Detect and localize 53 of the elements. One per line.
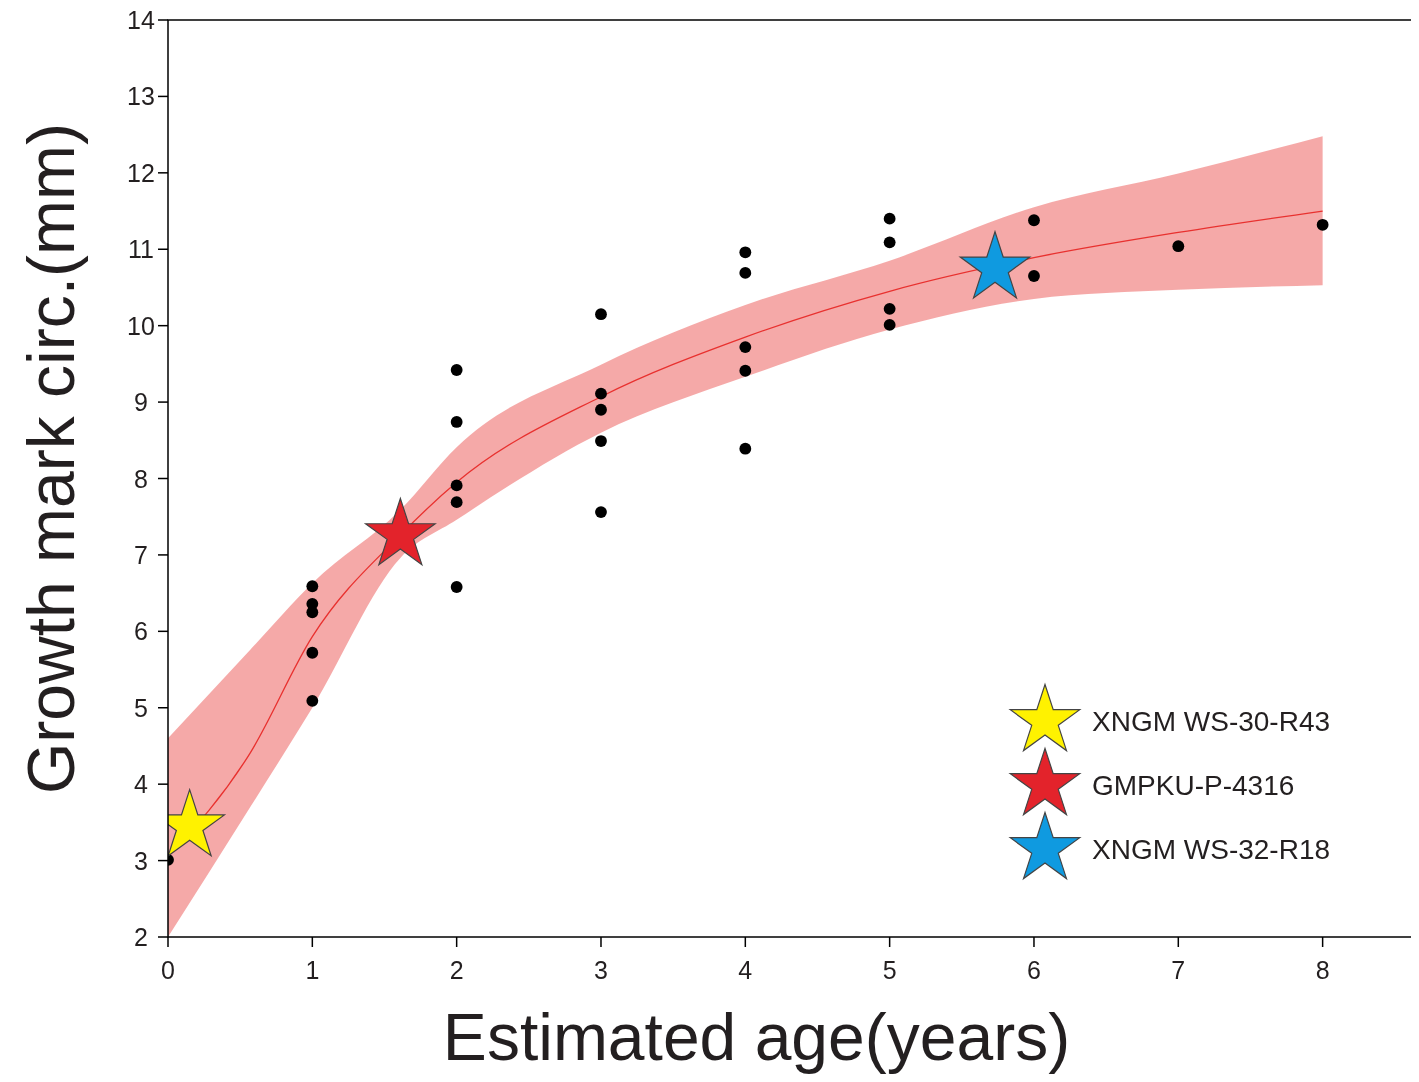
x-tick-label: 1 xyxy=(305,956,320,984)
point xyxy=(450,416,463,428)
x-axis-title: Estimated age(years) xyxy=(442,1000,1071,1074)
y-tick-label: 5 xyxy=(134,693,148,722)
point xyxy=(739,442,752,455)
point xyxy=(1028,270,1040,282)
x-tick-label: 7 xyxy=(1171,956,1186,984)
point xyxy=(595,403,607,416)
point xyxy=(739,364,752,377)
point xyxy=(450,364,463,376)
point xyxy=(450,581,463,593)
y-axis-title: Growth mark circ.(mm) xyxy=(14,123,88,794)
point xyxy=(595,387,607,400)
y-tick-label: 6 xyxy=(134,617,148,646)
point xyxy=(883,319,896,331)
point xyxy=(739,267,752,279)
point xyxy=(306,646,319,659)
y-tick-label: 13 xyxy=(127,82,155,111)
y-tick-label: 12 xyxy=(127,158,155,187)
point xyxy=(739,341,752,353)
point xyxy=(595,435,607,447)
x-tick-label: 4 xyxy=(738,956,753,984)
point xyxy=(306,694,319,707)
point xyxy=(595,506,607,519)
y-tick-label: 3 xyxy=(134,846,148,875)
y-tick-label: 9 xyxy=(134,388,148,417)
y-tick-label: 10 xyxy=(127,311,155,340)
x-tick-label: 6 xyxy=(1027,956,1041,984)
point xyxy=(883,236,896,249)
y-tick-label: 4 xyxy=(134,770,149,799)
point xyxy=(1316,218,1329,231)
legend-label: XNGM WS-32-R18 xyxy=(1092,834,1331,865)
y-tick-label: 14 xyxy=(127,6,155,34)
legend-label: GMPKU-P-4316 xyxy=(1092,770,1295,801)
point xyxy=(306,580,319,593)
x-tick-label: 3 xyxy=(594,956,608,984)
x-tick-label: 5 xyxy=(882,956,897,984)
x-tick-label: 0 xyxy=(161,956,175,984)
point xyxy=(450,479,463,492)
point xyxy=(450,496,463,509)
y-tick-label: 7 xyxy=(134,540,148,569)
point xyxy=(1172,240,1185,253)
legend-label: XNGM WS-30-R43 xyxy=(1092,706,1331,737)
point xyxy=(883,302,896,315)
point xyxy=(883,212,896,225)
x-tick-label: 2 xyxy=(449,956,464,984)
x-tick-label: 8 xyxy=(1315,956,1330,984)
point xyxy=(1028,214,1040,227)
y-tick-label: 2 xyxy=(134,923,148,951)
y-tick-label: 11 xyxy=(128,235,154,264)
point xyxy=(595,308,607,321)
point xyxy=(739,246,752,259)
y-tick-label: 8 xyxy=(134,464,148,493)
